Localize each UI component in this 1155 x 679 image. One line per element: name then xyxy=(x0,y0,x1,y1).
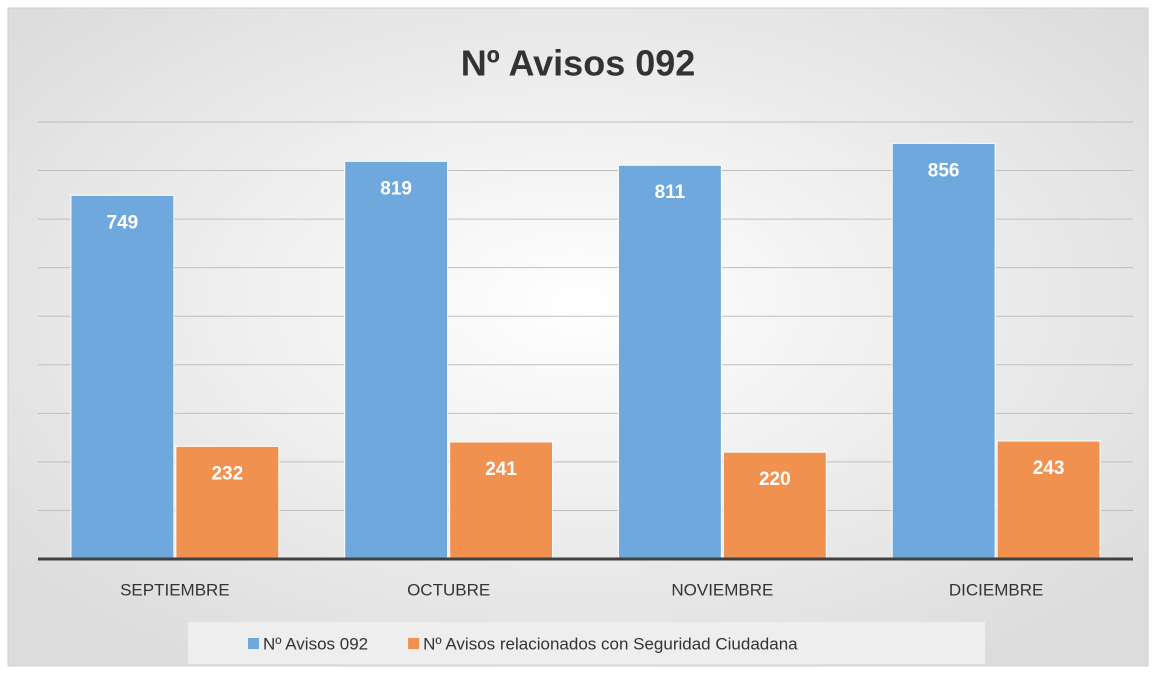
value-label: 243 xyxy=(1033,458,1065,479)
x-tick-label: DICIEMBRE xyxy=(949,580,1043,599)
bar xyxy=(891,142,996,560)
bar xyxy=(344,160,449,560)
x-tick-label: SEPTIEMBRE xyxy=(120,580,230,599)
legend-label: Nº Avisos 092 xyxy=(263,634,368,653)
x-tick-label: OCTUBRE xyxy=(407,580,490,599)
x-tick-label: NOVIEMBRE xyxy=(671,580,773,599)
legend-swatch xyxy=(408,638,420,649)
value-label: 856 xyxy=(928,160,960,181)
value-label: 811 xyxy=(655,182,686,203)
bar xyxy=(449,441,554,560)
value-label: 241 xyxy=(485,459,517,480)
value-label: 232 xyxy=(211,463,243,484)
value-label: 819 xyxy=(380,178,412,199)
legend-label: Nº Avisos relacionados con Seguridad Ciu… xyxy=(423,634,798,653)
bar xyxy=(70,194,175,560)
legend-swatch xyxy=(248,638,259,649)
value-label: 749 xyxy=(107,212,139,233)
chart-title: Nº Avisos 092 xyxy=(461,43,696,84)
value-label: 220 xyxy=(759,469,791,490)
bar xyxy=(722,451,827,560)
legend-box xyxy=(188,622,985,664)
bar xyxy=(617,164,722,560)
bar xyxy=(175,445,280,560)
